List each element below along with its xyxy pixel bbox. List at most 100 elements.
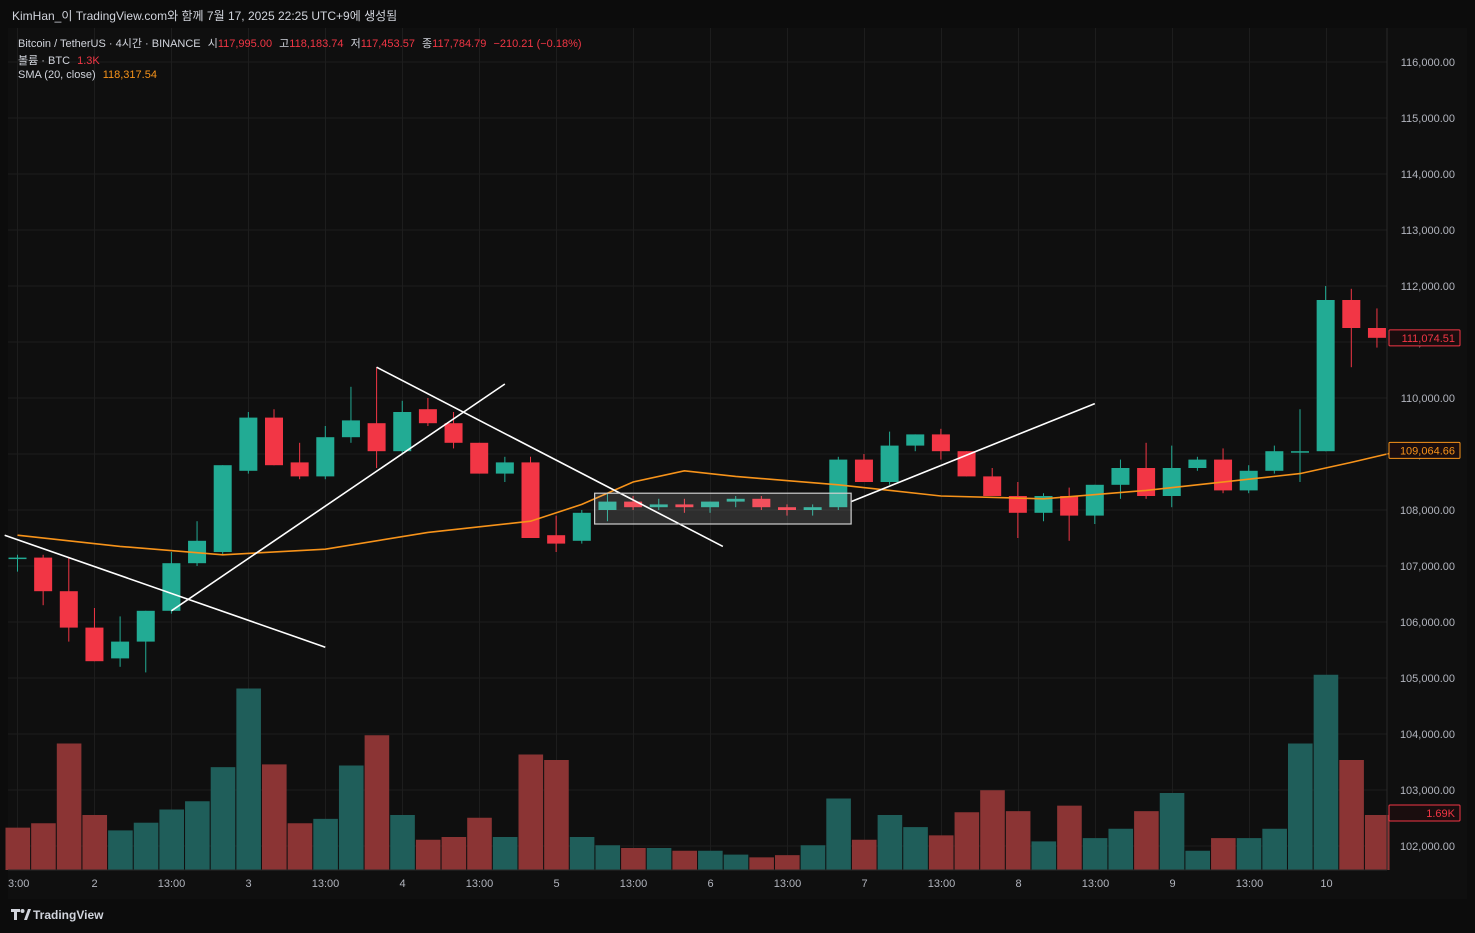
candle-body — [1188, 459, 1207, 468]
candle-body — [1034, 496, 1053, 513]
candle — [1316, 286, 1335, 452]
candle — [906, 434, 925, 452]
candle-body — [880, 445, 899, 482]
candle — [1162, 445, 1181, 508]
legend-high-value: 118,183.74 — [289, 38, 344, 50]
candle — [1367, 308, 1386, 348]
legend-open-label: 시 — [207, 38, 218, 50]
legend-close-value: 117,784.79 — [432, 38, 487, 50]
time-tick-label: 9 — [1169, 878, 1175, 890]
volume-bar — [980, 790, 1005, 870]
legend-low-label: 저 — [350, 38, 361, 50]
volume-bar — [56, 743, 82, 870]
time-tick-label: 13:00 — [312, 878, 340, 890]
candle — [444, 412, 463, 449]
candle-body — [854, 459, 873, 482]
volume-bar — [595, 845, 621, 870]
volume-bar — [338, 765, 364, 870]
volume-bar — [1288, 743, 1313, 870]
trend-line — [170, 383, 506, 612]
price-tick-label: 106,000.00 — [1400, 617, 1455, 629]
candle-body — [341, 420, 360, 438]
legend-symbol[interactable]: Bitcoin / TetherUS · 4시간 · BINANCE — [18, 38, 201, 50]
price-tick-label: 103,000.00 — [1400, 785, 1455, 797]
candle — [572, 510, 591, 544]
candle-body — [1342, 300, 1361, 328]
candle-body — [726, 498, 745, 502]
price-tick-label: 104,000.00 — [1400, 729, 1455, 741]
candle — [213, 465, 232, 555]
candle — [418, 398, 437, 426]
volume-bar — [1134, 811, 1159, 870]
time-tick-label: 7 — [861, 878, 867, 890]
legend-volume-label[interactable]: 볼륨 · BTC — [18, 55, 71, 67]
candle — [931, 428, 950, 460]
volume-bar — [313, 818, 338, 870]
candle — [880, 431, 899, 485]
legend-sma-label[interactable]: SMA (20, close) — [18, 69, 96, 81]
volume-bar — [415, 839, 441, 870]
volume-bar — [903, 827, 928, 870]
candle-body — [213, 465, 232, 552]
time-tick-label: 6 — [707, 878, 713, 890]
volume-bar — [364, 735, 390, 870]
volume-bar — [5, 827, 31, 870]
trend-line — [4, 534, 326, 648]
volume-bar — [723, 854, 749, 870]
candle-body — [316, 437, 335, 477]
candle-body — [1162, 468, 1181, 496]
candle-body — [829, 459, 848, 508]
candle — [239, 412, 258, 474]
legend-low-value: 117,453.57 — [360, 38, 415, 50]
candle-body — [778, 507, 796, 510]
candle — [1342, 288, 1361, 368]
candle — [1214, 448, 1233, 494]
volume-bar — [31, 823, 56, 870]
price-tick-label: 112,000.00 — [1401, 281, 1455, 293]
candle-body — [470, 442, 489, 474]
price-scale: 116,000.00 115,000.00 114,000.00 113,000.00… — [1386, 28, 1461, 870]
volume-bar — [287, 823, 313, 870]
candle-body — [495, 462, 514, 474]
candle-body — [675, 504, 694, 508]
legend-high-label: 고 — [279, 38, 290, 50]
time-tick-label: 3 — [245, 878, 251, 890]
candle — [162, 552, 181, 614]
candle — [367, 367, 386, 468]
candle-body — [752, 498, 771, 508]
candle — [8, 554, 27, 572]
volume-bar — [1005, 811, 1031, 870]
time-tick-label: 4 — [399, 878, 405, 890]
volume-bar — [133, 822, 159, 870]
candle — [675, 498, 694, 513]
price-label-box — [1388, 804, 1461, 822]
volume-bar — [1185, 850, 1210, 870]
legend-close-label: 종 — [422, 38, 433, 50]
volume-bar — [826, 798, 851, 870]
candle — [495, 456, 514, 482]
candle — [316, 426, 335, 480]
time-tick-label: 3:00 — [8, 878, 29, 890]
candle — [624, 496, 643, 510]
candle — [1265, 445, 1284, 474]
candle — [34, 554, 53, 606]
tradingview-logo-icon — [11, 909, 31, 920]
candle — [1291, 409, 1309, 482]
volume-bar — [236, 688, 261, 870]
candle-body — [1060, 496, 1079, 516]
candle — [521, 456, 540, 538]
candle — [1034, 493, 1053, 522]
price-label: 1.69K — [1388, 804, 1461, 822]
candle-body — [1214, 459, 1233, 491]
volume-bar — [210, 767, 236, 870]
candle-body — [136, 610, 155, 642]
volume-bar — [518, 754, 544, 870]
candle — [393, 400, 412, 454]
range-box — [594, 492, 852, 525]
candle — [341, 386, 360, 443]
price-tick-label: 114,000.00 — [1401, 169, 1455, 181]
price-tick-label: 116,000.00 — [1401, 57, 1455, 69]
drawings — [4, 366, 1096, 648]
time-tick-label: 10 — [1320, 878, 1332, 890]
